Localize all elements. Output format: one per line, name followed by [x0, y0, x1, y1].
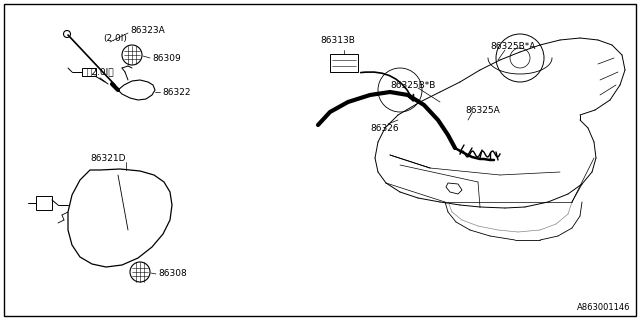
Text: 86325B*B: 86325B*B [390, 81, 435, 90]
Text: 86313B: 86313B [320, 36, 355, 44]
Text: 86309: 86309 [152, 53, 180, 62]
Text: A863001146: A863001146 [577, 303, 630, 313]
Text: 86325B*A: 86325B*A [490, 42, 536, 51]
Text: (2.0I): (2.0I) [103, 34, 127, 43]
Text: 86323A: 86323A [130, 26, 164, 35]
Text: 86308: 86308 [158, 269, 187, 278]
Text: 86321D: 86321D [90, 154, 125, 163]
Text: 86326: 86326 [370, 124, 399, 132]
Text: 86325A: 86325A [465, 106, 500, 115]
Text: 2.0I: 2.0I [86, 68, 114, 76]
Text: 86322: 86322 [162, 87, 191, 97]
FancyBboxPatch shape [330, 54, 358, 72]
